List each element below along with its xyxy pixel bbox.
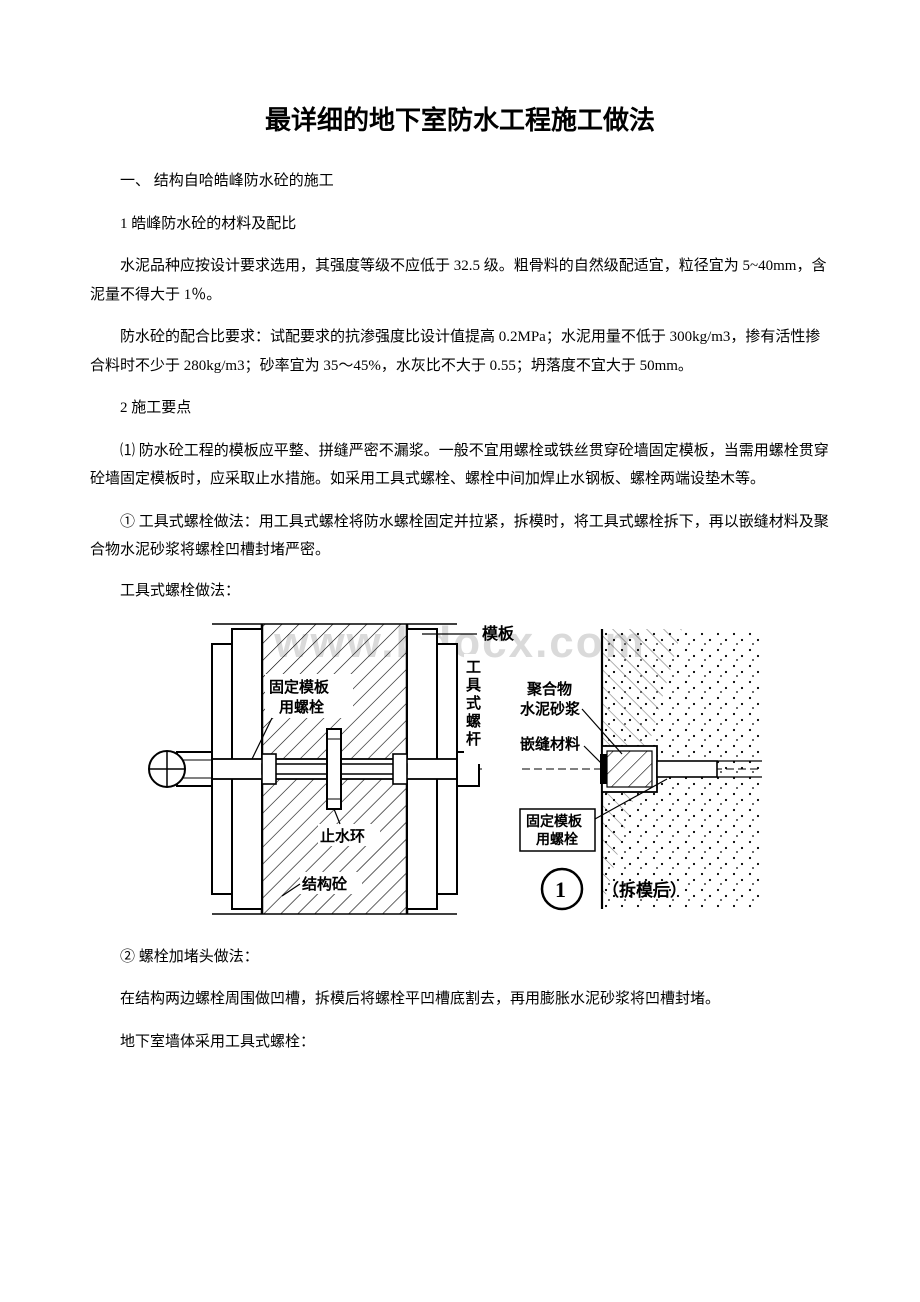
para-1-2-1: ⑴ 防水砼工程的模板应平整、拼缝严密不漏浆。一般不宜用螺栓或铁丝贯穿砼墙固定模板… xyxy=(90,437,830,494)
label-polymer-1: 聚合物 xyxy=(526,680,572,698)
diagram-caption: 工具式螺栓做法： xyxy=(90,579,830,600)
para-1-2-6: 地下室墙体采用工具式螺栓： xyxy=(90,1028,830,1057)
label-polymer-2: 水泥砂浆 xyxy=(520,700,581,718)
diagram-container: 模板 固定模板 用螺栓 工 具 式 螺 杆 止水环 结构砼 xyxy=(122,614,830,929)
label-caulking: 嵌缝材料 xyxy=(520,735,580,753)
bolt-method-diagram: 模板 固定模板 用螺栓 工 具 式 螺 杆 止水环 结构砼 xyxy=(122,614,762,924)
section-1-2-heading: 2 施工要点 xyxy=(90,394,830,423)
label-fixing-bolt-right-1: 固定模板 xyxy=(526,813,583,830)
label-fixing-bolt-right-2: 用螺栓 xyxy=(536,831,578,848)
para-1-2-2: ① 工具式螺栓做法：用工具式螺栓将防水螺栓固定并拉紧，拆模时，将工具式螺栓拆下，… xyxy=(90,508,830,565)
page-title: 最详细的地下室防水工程施工做法 xyxy=(90,100,830,137)
para-1-2-4: ② 螺栓加堵头做法： xyxy=(90,943,830,972)
label-fixing-bolt-left-1: 固定模板 xyxy=(269,678,330,696)
section-1-1-heading: 1 皓峰防水砼的材料及配比 xyxy=(90,210,830,239)
label-tool-rod-3: 式 xyxy=(466,694,481,712)
label-formwork: 模板 xyxy=(482,624,515,643)
label-tool-rod-5: 杆 xyxy=(466,730,481,748)
label-after-demould: （拆模后） xyxy=(602,880,687,900)
label-tool-rod-2: 具 xyxy=(466,677,481,694)
label-circle-1: 1 xyxy=(555,877,566,902)
section-1-heading: 一、 结构自哈皓峰防水砼的施工 xyxy=(90,167,830,196)
label-water-stop: 止水环 xyxy=(320,827,365,845)
label-tool-rod-4: 螺 xyxy=(466,712,481,730)
para-1-1-2: 防水砼的配合比要求：试配要求的抗渗强度比设计值提高 0.2MPa；水泥用量不低于… xyxy=(90,323,830,380)
para-1-1-1: 水泥品种应按设计要求选用，其强度等级不应低于 32.5 级。粗骨料的自然级配适宜… xyxy=(90,252,830,309)
para-1-2-5: 在结构两边螺栓周围做凹槽，拆模后将螺栓平凹槽底割去，再用膨胀水泥砂浆将凹槽封堵。 xyxy=(90,985,830,1014)
label-structural-concrete: 结构砼 xyxy=(302,875,348,893)
label-tool-rod-1: 工 xyxy=(466,660,481,676)
label-fixing-bolt-left-2: 用螺栓 xyxy=(279,698,324,716)
